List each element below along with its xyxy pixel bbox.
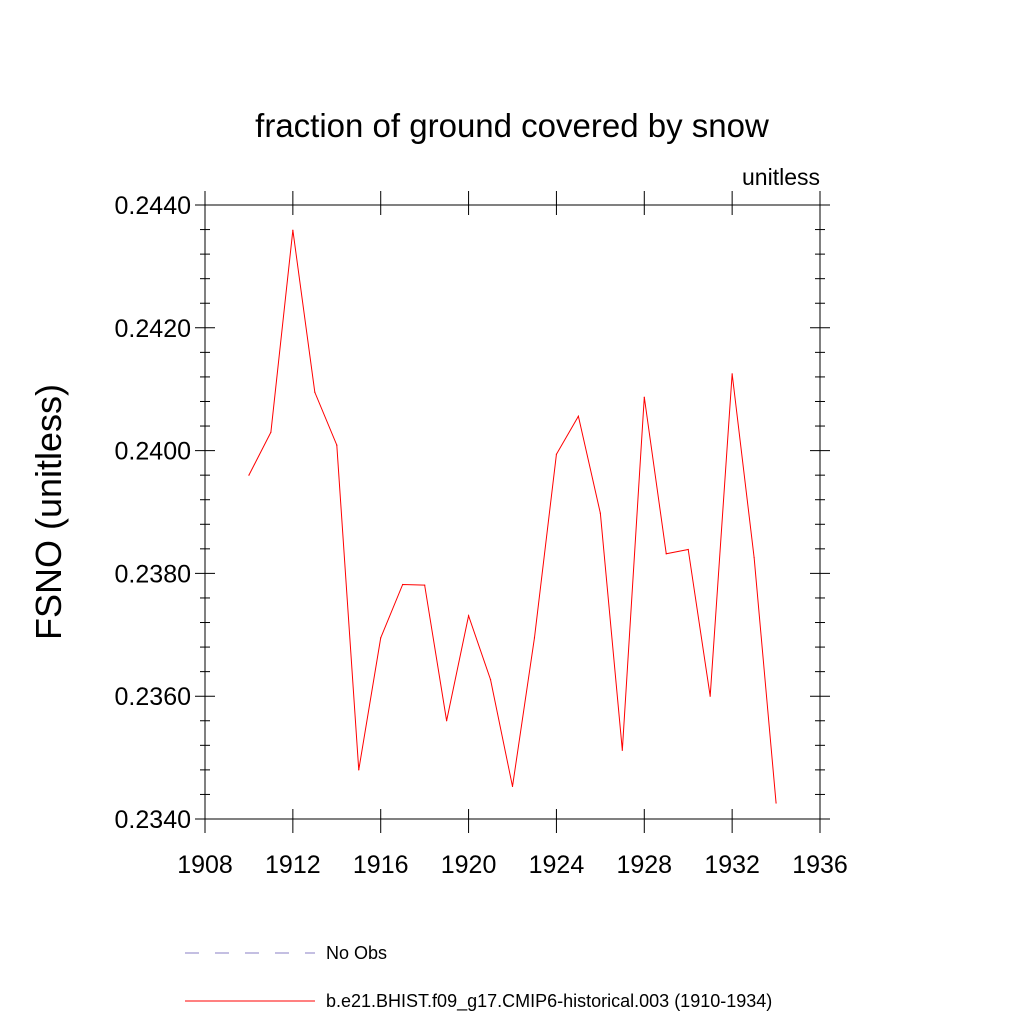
data-point: [358, 769, 360, 771]
data-point: [687, 548, 689, 551]
x-tick-label: 1908: [177, 851, 233, 879]
y-tick-label: 0.2380: [115, 560, 191, 588]
y-tick-label: 0.2440: [115, 192, 191, 220]
data-point: [380, 637, 382, 639]
legend: No Obs b.e21.BHIST.f09_g17.CMIP6-histori…: [185, 943, 772, 1012]
data-point: [753, 556, 755, 559]
data-point: [489, 679, 492, 681]
data-point: [621, 749, 623, 751]
x-axis-ticks: 1908 1912 1916 1920 1924 1928 1932 1936: [177, 191, 848, 879]
data-point: [336, 444, 338, 446]
data-point: [599, 512, 601, 514]
y-tick-label: 0.2400: [115, 438, 191, 466]
x-tick-label: 1916: [353, 851, 409, 879]
y-tick-label: 0.2360: [115, 683, 191, 711]
y-axis-label: FSNO (unitless): [28, 384, 69, 640]
data-point: [665, 553, 667, 555]
data-point: [292, 229, 294, 231]
data-point: [248, 474, 250, 476]
legend-label-model: b.e21.BHIST.f09_g17.CMIP6-historical.003…: [326, 991, 772, 1012]
chart-title: fraction of ground covered by snow: [255, 107, 769, 144]
data-point: [709, 695, 711, 697]
data-point: [643, 396, 645, 398]
data-point: [511, 785, 514, 788]
data-point: [402, 583, 404, 586]
x-tick-label: 1928: [616, 851, 672, 879]
y-tick-label: 0.2340: [115, 806, 191, 834]
series-layer: [248, 229, 777, 804]
data-point: [446, 720, 448, 722]
y-tick-label: 0.2420: [115, 315, 191, 343]
data-point: [533, 637, 536, 639]
units-label: unitless: [742, 164, 820, 190]
y-axis-ticks: 0.2340 0.2360 0.2380 0.2400 0.2420 0.2440: [115, 192, 830, 834]
x-tick-label: 1912: [265, 851, 321, 879]
data-point: [314, 391, 316, 393]
plot-frame: [204, 204, 821, 820]
data-point: [555, 453, 558, 455]
x-tick-label: 1920: [441, 851, 497, 879]
legend-label-no-obs: No Obs: [326, 943, 387, 963]
data-point: [775, 802, 777, 804]
data-point: [270, 431, 272, 433]
x-tick-label: 1936: [792, 851, 848, 879]
data-point: [577, 415, 579, 417]
series-line: [248, 230, 777, 804]
x-tick-label: 1924: [529, 851, 585, 879]
data-point: [467, 615, 470, 617]
x-tick-label: 1932: [704, 851, 760, 879]
data-point: [731, 373, 733, 375]
data-point: [424, 584, 426, 586]
